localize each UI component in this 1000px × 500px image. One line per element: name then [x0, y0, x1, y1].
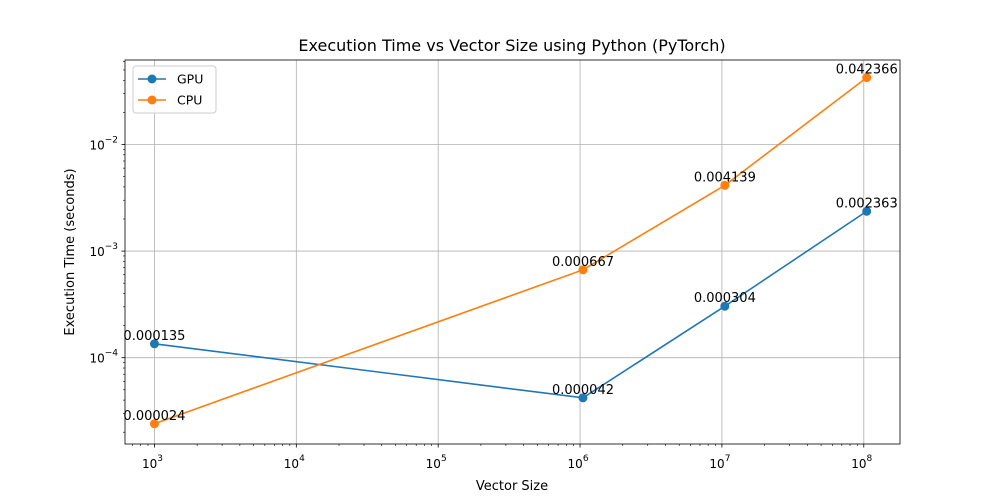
- cpu-data-label: 0.004139: [694, 170, 756, 185]
- y-tick-label: 10−4: [89, 349, 118, 366]
- series-lines: [154, 76, 868, 425]
- cpu-data-point: [578, 265, 588, 275]
- gpu-legend-marker: [147, 74, 157, 84]
- legend: GPU CPU: [132, 65, 217, 114]
- x-axis: 103 104 105 106 107 108: [132, 444, 873, 471]
- cpu-data-point: [149, 419, 159, 429]
- cpu-series-line: [154, 76, 868, 425]
- x-tick-label: 104: [284, 454, 305, 471]
- cpu-data-label: 0.000024: [123, 409, 185, 424]
- x-tick-label: 107: [709, 454, 730, 471]
- cpu-legend-label: CPU: [177, 93, 202, 108]
- gpu-data-label: 0.000042: [552, 383, 614, 398]
- gpu-data-label: 0.000135: [123, 329, 185, 344]
- gpu-legend-label: GPU: [177, 72, 203, 87]
- gpu-data-label: 0.002363: [836, 196, 898, 211]
- gpu-data-point: [149, 339, 159, 349]
- plot-frame: [124, 59, 901, 445]
- gpu-data-point: [578, 393, 588, 403]
- cpu-data-label: 0.000667: [552, 255, 614, 270]
- cpu-data-label: 0.042366: [836, 63, 898, 78]
- gpu-data-label: 0.000304: [694, 291, 756, 306]
- data-labels: 0.000135 0.000042 0.000304 0.002363 0.000024…: [123, 63, 897, 424]
- y-tick-label: 10−3: [89, 242, 118, 259]
- x-tick-label: 108: [851, 454, 872, 471]
- series-points: [149, 73, 872, 429]
- chart-title: Execution Time vs Vector Size using Pyth…: [298, 36, 725, 55]
- grid: [125, 60, 900, 444]
- gpu-data-point: [862, 206, 872, 216]
- x-axis-label: Vector Size: [476, 479, 548, 494]
- x-tick-label: 105: [426, 454, 447, 471]
- cpu-legend-marker: [147, 95, 157, 105]
- cpu-data-point: [720, 180, 730, 190]
- y-tick-label: 10−2: [89, 135, 118, 152]
- gpu-data-point: [720, 301, 730, 311]
- gpu-series-line: [154, 210, 868, 399]
- y-axis: 10−4 10−3 10−2: [89, 61, 125, 433]
- legend-box: [132, 65, 217, 114]
- cpu-data-point: [862, 73, 872, 83]
- y-axis-label: Execution Time (seconds): [63, 168, 78, 335]
- x-tick-label: 106: [568, 454, 589, 471]
- x-tick-label: 103: [142, 454, 163, 471]
